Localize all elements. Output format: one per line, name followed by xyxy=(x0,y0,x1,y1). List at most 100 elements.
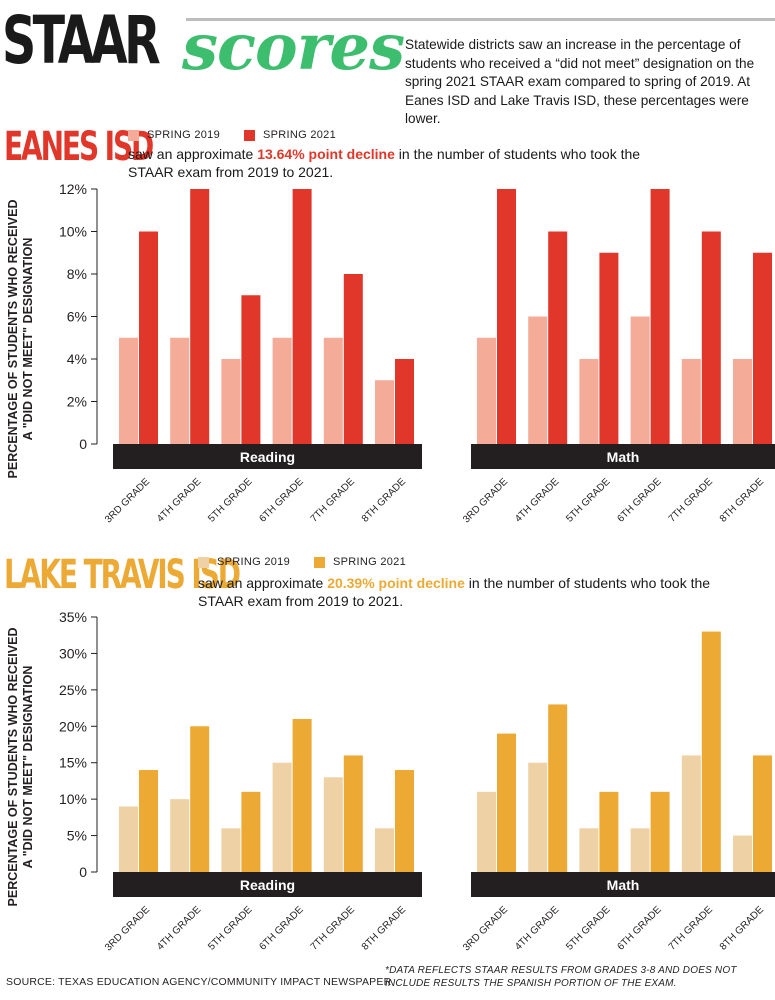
lake-travis-chart: 0 5% 10% 15% 20% 25% 30% 35% PERCENTAGE OF STUDE… xyxy=(6,609,775,953)
bar-math-spring-2019 xyxy=(630,828,650,872)
title-rule xyxy=(186,18,775,21)
bar-math-spring-2021 xyxy=(650,791,670,872)
bar-math-spring-2021 xyxy=(753,755,772,872)
bar-reading-spring-2021 xyxy=(190,189,210,444)
bar-math-spring-2019 xyxy=(528,762,548,872)
bar-reading-spring-2021 xyxy=(395,359,414,444)
y-tick-label: 5% xyxy=(67,828,87,844)
bar-reading-spring-2019 xyxy=(221,828,241,872)
panel-label-reading: Reading xyxy=(240,877,295,893)
bar-math-spring-2019 xyxy=(477,791,496,872)
x-tick-label: 8TH GRADE xyxy=(360,476,408,524)
bar-math-spring-2021 xyxy=(650,189,670,444)
eanes-note-highlight: 13.64% point decline xyxy=(257,146,395,162)
bar-reading-spring-2021 xyxy=(190,726,210,872)
y-tick-label: 10% xyxy=(59,224,87,240)
eanes-chart: 0 2% 4% 6% 8% 10% 12% PERCENTAGE OF STUDENTS WH… xyxy=(6,181,775,525)
x-tick-label: 8TH GRADE xyxy=(718,476,766,524)
x-tick-label: 3RD GRADE xyxy=(461,904,510,953)
legend-label-2021: SPRING 2021 xyxy=(333,556,407,568)
panel-label-bar xyxy=(471,872,775,897)
bar-math-spring-2021 xyxy=(497,733,516,872)
bar-reading-spring-2019 xyxy=(323,337,343,444)
y-axis-title-line-2: A "DID NOT MEET" DESIGNATION xyxy=(21,238,35,441)
bar-reading-spring-2019 xyxy=(323,777,343,872)
page-title-script: scores xyxy=(182,10,405,85)
bar-math-spring-2021 xyxy=(701,231,721,444)
x-tick-label: 3RD GRADE xyxy=(103,476,152,525)
x-tick-label: 6TH GRADE xyxy=(615,904,663,952)
bar-math-spring-2021 xyxy=(599,252,619,444)
bar-reading-spring-2021 xyxy=(292,719,312,872)
y-tick-label: 10% xyxy=(59,791,87,807)
lt-note-pre: saw an approximate xyxy=(198,575,328,591)
bar-reading-spring-2021 xyxy=(241,295,261,444)
y-tick-label: 30% xyxy=(59,645,87,661)
y-axis-title-line-1: PERCENTAGE OF STUDENTS WHO RECEIVED xyxy=(6,200,20,479)
y-axis-title-line-2: A "DID NOT MEET" DESIGNATION xyxy=(21,666,35,869)
eanes-legend: SPRING 2019 SPRING 2021 xyxy=(128,129,360,141)
eanes-note-pre: saw an approximate xyxy=(128,146,258,162)
y-tick-label: 8% xyxy=(67,266,87,282)
legend-swatch-2021 xyxy=(314,556,326,568)
eanes-legend-2019: SPRING 2019 xyxy=(128,129,220,141)
y-tick-label: 2% xyxy=(67,394,87,410)
x-tick-label: 6TH GRADE xyxy=(257,904,305,952)
x-tick-label: 5TH GRADE xyxy=(564,904,612,952)
x-tick-label: 6TH GRADE xyxy=(257,476,305,524)
x-tick-label: 7TH GRADE xyxy=(309,476,357,524)
bar-reading-spring-2021 xyxy=(395,770,414,872)
bar-reading-spring-2019 xyxy=(375,828,394,872)
bar-math-spring-2021 xyxy=(548,704,568,872)
bar-reading-spring-2021 xyxy=(241,791,261,872)
x-tick-label: 7TH GRADE xyxy=(667,904,715,952)
bar-reading-spring-2019 xyxy=(170,337,190,444)
source-credit: SOURCE: TEXAS EDUCATION AGENCY/COMMUNITY… xyxy=(6,976,392,988)
lt-note-highlight: 20.39% point decline xyxy=(327,575,465,591)
bar-reading-spring-2019 xyxy=(272,337,292,444)
bar-reading-spring-2021 xyxy=(343,274,363,444)
panel-label-bar xyxy=(113,444,422,469)
y-axis-title-line-1: PERCENTAGE OF STUDENTS WHO RECEIVED xyxy=(6,628,20,907)
bar-math-spring-2019 xyxy=(681,359,701,444)
legend-label-2021: SPRING 2021 xyxy=(263,129,337,141)
bar-math-spring-2021 xyxy=(548,231,568,444)
eanes-note: saw an approximate 13.64% point decline … xyxy=(128,145,688,181)
lake-travis-note: saw an approximate 20.39% point decline … xyxy=(198,574,738,610)
y-tick-label: 35% xyxy=(59,609,87,625)
x-tick-label: 3RD GRADE xyxy=(103,904,152,953)
bar-math-spring-2019 xyxy=(733,835,752,872)
bar-math-spring-2021 xyxy=(701,631,721,872)
panel-label-math: Math xyxy=(607,449,640,465)
bar-math-spring-2021 xyxy=(753,252,772,444)
x-tick-label: 6TH GRADE xyxy=(615,476,663,524)
page-title: STAAR xyxy=(2,2,161,79)
x-tick-label: 5TH GRADE xyxy=(206,476,254,524)
legend-label-2019: SPRING 2019 xyxy=(147,129,221,141)
bar-math-spring-2019 xyxy=(579,828,599,872)
bar-reading-spring-2021 xyxy=(292,189,312,444)
x-tick-label: 4TH GRADE xyxy=(513,476,561,524)
bar-math-spring-2021 xyxy=(599,791,619,872)
x-tick-label: 7TH GRADE xyxy=(667,476,715,524)
x-tick-label: 7TH GRADE xyxy=(309,904,357,952)
panel-label-bar xyxy=(113,872,422,897)
y-tick-label: 15% xyxy=(59,755,87,771)
bar-reading-spring-2019 xyxy=(119,806,138,872)
bar-reading-spring-2019 xyxy=(272,762,292,872)
x-tick-label: 3RD GRADE xyxy=(461,476,510,525)
legend-swatch-2019 xyxy=(198,556,209,568)
y-tick-label: 6% xyxy=(67,309,87,325)
bar-math-spring-2019 xyxy=(477,337,496,444)
x-tick-label: 4TH GRADE xyxy=(155,476,203,524)
bar-math-spring-2019 xyxy=(733,359,752,444)
bar-reading-spring-2019 xyxy=(221,359,241,444)
lt-note-post: in the number of students who took the S… xyxy=(198,575,711,609)
eanes-note-post: in the number of students who took the S… xyxy=(128,146,641,180)
eanes-legend-2021: SPRING 2021 xyxy=(244,129,336,141)
bar-math-spring-2019 xyxy=(681,755,701,872)
x-tick-label: 8TH GRADE xyxy=(718,904,766,952)
y-tick-label: 20% xyxy=(59,718,87,734)
x-tick-label: 4TH GRADE xyxy=(513,904,561,952)
y-tick-label: 12% xyxy=(59,181,87,197)
